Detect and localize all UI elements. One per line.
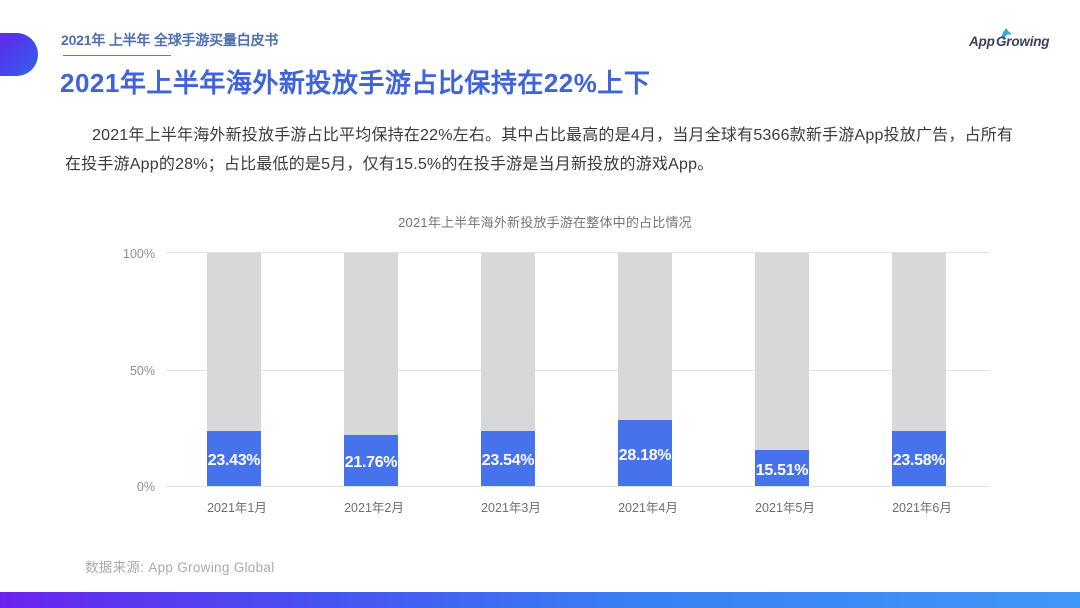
svg-text:App: App	[968, 34, 995, 49]
svg-text:Growing: Growing	[996, 34, 1050, 49]
